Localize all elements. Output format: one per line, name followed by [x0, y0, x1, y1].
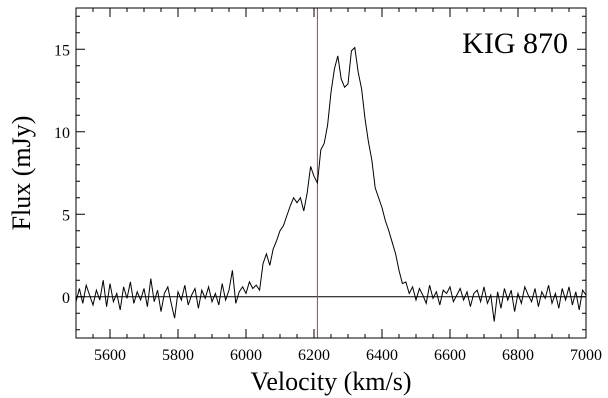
x-axis-title: Velocity (km/s)	[250, 367, 411, 396]
x-tick-label: 6800	[502, 347, 534, 364]
x-tick-label: 7000	[570, 347, 602, 364]
x-tick-label: 6600	[434, 347, 466, 364]
x-tick-label: 6200	[298, 347, 330, 364]
x-tick-label: 6400	[366, 347, 398, 364]
y-tick-label: 15	[54, 42, 70, 59]
axis-ticks	[75, 8, 587, 338]
data-layer	[75, 8, 587, 338]
x-tick-label: 5600	[94, 347, 126, 364]
spectrum-line	[75, 46, 587, 322]
x-tick-label: 6000	[230, 347, 262, 364]
y-axis-title: Flux (mJy)	[7, 116, 36, 231]
y-tick-label: 10	[54, 125, 70, 142]
x-tick-label: 5800	[162, 347, 194, 364]
galaxy-name-annotation: KIG 870	[462, 27, 568, 60]
y-tick-label: 5	[62, 207, 70, 224]
y-tick-label: 0	[62, 290, 70, 307]
tick-labels: 5600 5800 6000 6200 6400 6600 6800 7000 0 5 10 15	[54, 42, 602, 364]
